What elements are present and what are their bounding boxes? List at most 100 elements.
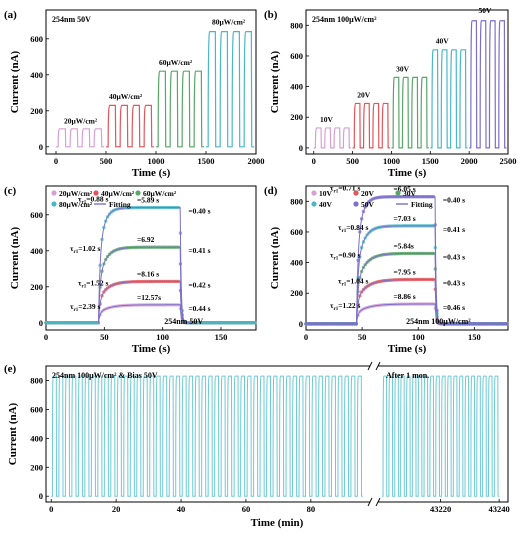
y-tick-label: 0 (39, 142, 43, 152)
axes-frame (305, 185, 509, 331)
x-tick-label: 1000 (148, 156, 165, 166)
y-axis-label: Current (nA) (269, 226, 281, 289)
legend-label: 30V (403, 189, 417, 198)
axis-break-mark (375, 497, 381, 507)
series-line-1 (352, 102, 390, 149)
x-tick-label: 0 (49, 504, 53, 514)
tau-r2-label: =8.16 s (137, 269, 159, 278)
tau-r2-label: =6.05 s (394, 185, 416, 194)
x-tick-label: 50 (100, 332, 109, 342)
tau-subscript: r1 (333, 307, 338, 312)
tau-value: =1.04 s (346, 276, 368, 285)
tau-symbol: τ (70, 302, 74, 311)
y-tick-label: 800 (290, 20, 303, 30)
y-tick-label: 400 (30, 70, 43, 80)
tau-r1-label: τr1=0.90 s (330, 250, 360, 261)
legend-marker-1 (93, 190, 99, 196)
fitting-line-0 (98, 304, 195, 324)
axis-break-mark (367, 361, 373, 371)
legend-marker-2 (395, 190, 401, 196)
legend-label: 20μW/cm² (59, 189, 93, 198)
stability-line-0 (51, 375, 363, 497)
x-tick-label: 1000 (383, 156, 400, 166)
tau-symbol: τ (78, 278, 82, 287)
axes-frame (45, 9, 257, 155)
tau-r2-label: =6.92 (137, 235, 155, 244)
x-tick-label: 500 (100, 156, 113, 166)
tau-r1-label: τr1=2.39 s (70, 302, 100, 313)
legend-marker-4 (353, 201, 359, 207)
axes-frame (45, 185, 257, 331)
x-tick-label: 150 (468, 332, 481, 342)
fitting-line-3 (356, 225, 449, 325)
axes-frame (45, 365, 509, 503)
data-point-3 (96, 321, 100, 325)
y-tick-label: 200 (30, 462, 43, 472)
panel-label: (c) (4, 185, 17, 197)
y-axis-label: Current (nA) (9, 226, 21, 289)
tau-value: =0.90 s (338, 250, 360, 259)
x-tick-label: 500 (346, 156, 359, 166)
panel-label: (a) (4, 9, 17, 21)
y-tick-label: 400 (30, 246, 43, 256)
condition-label: 254nm 50V (52, 15, 91, 24)
y-tick-label: 400 (290, 258, 303, 268)
series-annotation: 40V (436, 37, 450, 46)
legend-label: 40μW/cm² (101, 189, 135, 198)
tau-symbol: τ (330, 301, 334, 310)
legend-label: 20V (361, 189, 375, 198)
tau-subscript: r1 (73, 308, 78, 313)
tau-symbol: τ (338, 276, 342, 285)
tau-value: =2.39 s (78, 302, 100, 311)
x-tick-label: 0 (304, 332, 308, 342)
legend-marker-0 (311, 190, 317, 196)
y-tick-label: 600 (290, 227, 303, 237)
tau-d-label: =0.42 s (188, 280, 210, 289)
series-annotation: 60μW/cm² (159, 58, 193, 67)
tau-value: =1.22 s (338, 301, 360, 310)
tau-symbol: τ (78, 195, 82, 204)
y-tick-label: 600 (30, 210, 43, 220)
series-annotation: 10V (320, 115, 334, 124)
x-tick-label: 50 (358, 332, 367, 342)
panel-label: (e) (4, 363, 17, 375)
tau-d-label: =0.41 s (443, 225, 465, 234)
y-axis-label: Current (nA) (269, 50, 281, 113)
x-tick-label: 1500 (422, 156, 439, 166)
series-annotation: 30V (396, 64, 410, 73)
series-annotation: 50V (478, 6, 492, 15)
tau-d-label: =0.40 s (188, 207, 210, 216)
x-axis-label: Time (s) (388, 343, 427, 355)
x-axis-label: Time (min) (251, 517, 304, 529)
tau-value: =0.88 s (86, 195, 108, 204)
x-tick-label: 20 (112, 504, 121, 514)
data-point-4 (354, 322, 358, 326)
tau-d-label: =0.43 s (443, 252, 465, 261)
legend-label: 10V (319, 189, 333, 198)
tau-d-label: =0.40 s (443, 196, 465, 205)
x-tick-label: 0 (54, 156, 58, 166)
fitting-line-3 (98, 207, 195, 324)
tau-subscript: r1 (73, 250, 78, 255)
tau-d-label: =0.46 s (443, 303, 465, 312)
fitting-line-1 (98, 280, 195, 324)
condition-label: 254nm 100μW/cm² (406, 317, 471, 326)
y-tick-label: 600 (290, 51, 303, 61)
panel-a: 0 200 400 600 0 500 1000 1500 2000 Current (nA) Ti… (4, 9, 265, 179)
tau-r1-label: τr1=0.71 s (330, 184, 360, 195)
tau-symbol: τ (338, 223, 342, 232)
legend-fitting-label: Fitting (411, 200, 433, 209)
series-line-2 (391, 76, 429, 149)
y-tick-label: 800 (30, 375, 43, 385)
y-tick-label: 600 (30, 34, 43, 44)
tau-r2-label: =7.03 s (394, 214, 416, 223)
tau-d-label: =0.43 s (443, 278, 465, 287)
tau-r2-label: =5.84s (394, 241, 414, 250)
x-tick-label: 0 (312, 156, 316, 166)
after-label: After 1 mon. (386, 371, 429, 380)
tau-r1-label: τr1=1.52 s (78, 278, 108, 289)
fitting-line-1 (356, 278, 449, 325)
x-axis-label: Time (s) (388, 167, 427, 179)
y-axis-label: Current (nA) (9, 50, 21, 113)
